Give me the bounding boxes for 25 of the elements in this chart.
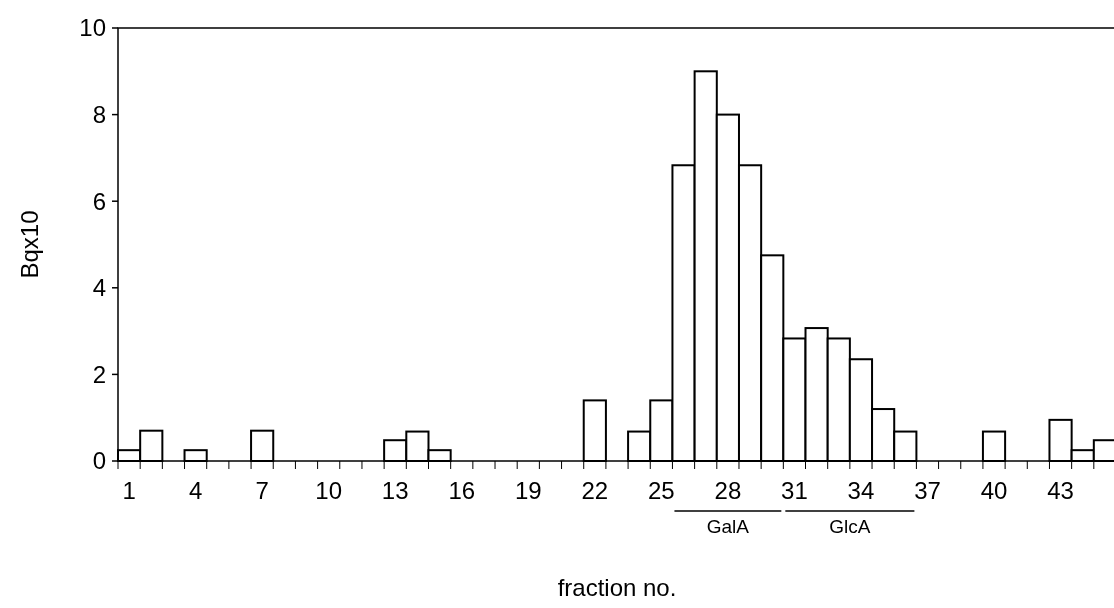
y-tick-label: 8 (92, 101, 106, 128)
text: GlcA (829, 516, 871, 537)
x-tick-label: 10 (315, 477, 343, 504)
x-tick-label: 37 (914, 477, 941, 504)
x-tick-label: 40 (980, 477, 1008, 504)
y-tick-label: 4 (92, 274, 106, 302)
text: GalA (706, 516, 750, 537)
y-tick-label: 0 (92, 447, 106, 475)
y-tick-label: 6 (92, 187, 106, 215)
y-tick-label: 10 (79, 14, 106, 42)
x-tick-label: 22 (581, 477, 609, 504)
y-tick-label: 2 (92, 360, 106, 388)
y-axis-title: Bqx10 (16, 210, 43, 279)
x-tick-label: 7 (255, 477, 269, 504)
x-tick-label: 25 (648, 477, 675, 504)
x-tick-label: 28 (714, 477, 742, 504)
x-tick-label: 13 (381, 477, 409, 504)
x-tick-label: 34 (847, 477, 875, 504)
x-tick-label: 31 (781, 477, 808, 504)
x-tick-label: 16 (448, 477, 476, 504)
x-axis-title: fraction no. (557, 574, 677, 601)
x-tick-label: 43 (1047, 477, 1074, 504)
x-tick-label: 1 (122, 477, 136, 504)
x-tick-label: 4 (188, 477, 203, 504)
x-tick-label: 19 (514, 477, 542, 504)
